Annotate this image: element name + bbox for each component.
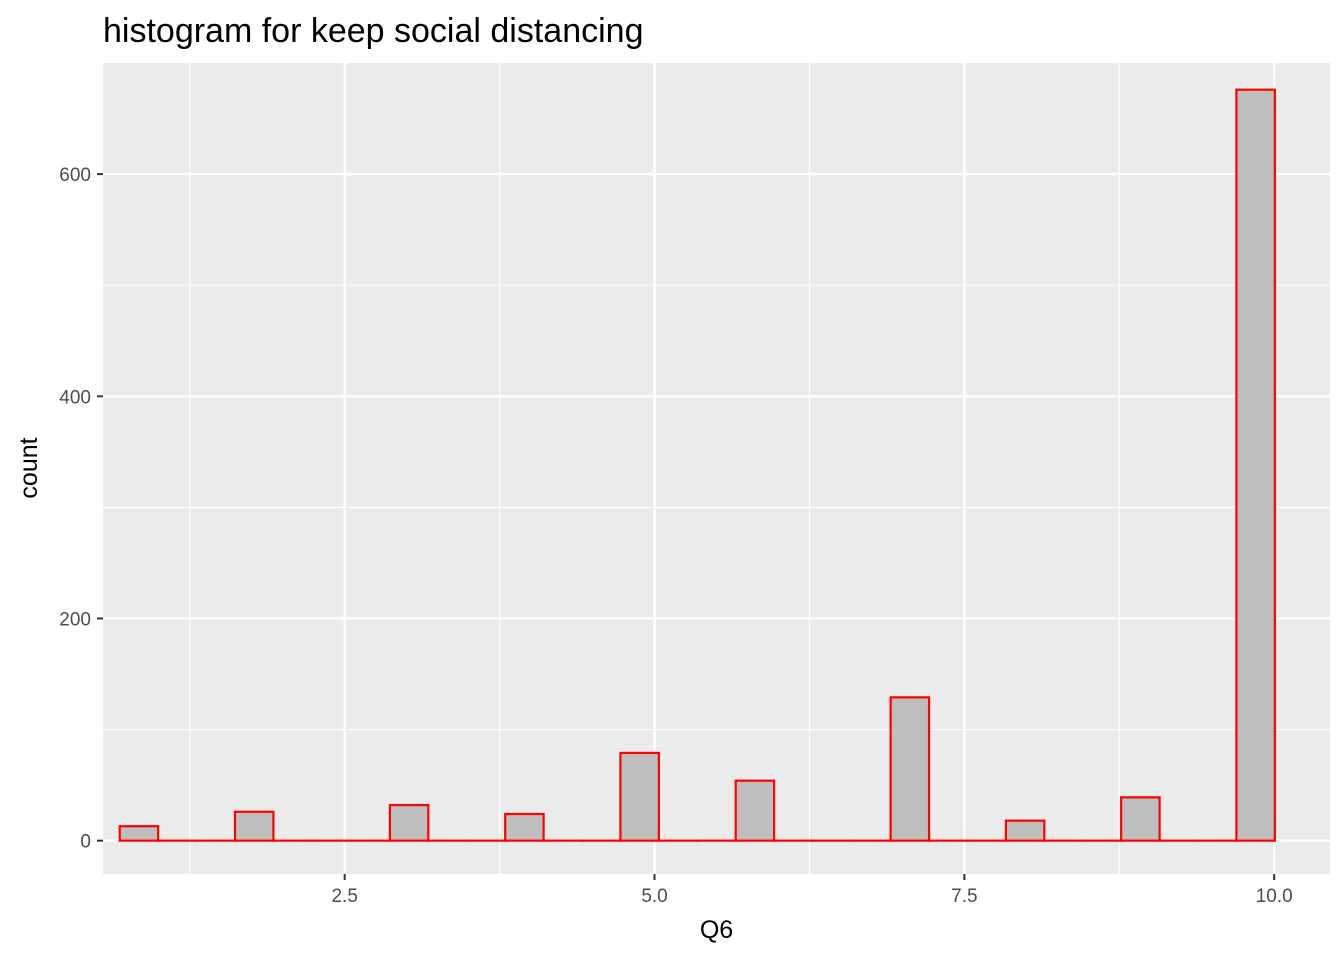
x-tick-label: 2.5 [331, 886, 357, 907]
axis-ticks: 2.5 5.0 7.5 10.0 0 200 400 600 [59, 165, 1292, 907]
chart-title: histogram for keep social distancing [103, 12, 644, 50]
histogram-bar [118, 825, 160, 842]
histogram-bar [619, 751, 660, 842]
x-tick-label: 10.0 [1256, 886, 1293, 907]
x-tick-label: 7.5 [951, 886, 977, 907]
histogram-bar [388, 804, 430, 842]
y-tick-label: 200 [59, 609, 91, 630]
histogram-bar [233, 810, 275, 842]
y-tick-label: 0 [80, 832, 91, 853]
x-axis-title: Q6 [700, 916, 733, 944]
histogram-bar [504, 812, 545, 842]
grid-lines [103, 63, 1330, 874]
x-tick-label: 5.0 [641, 886, 667, 907]
histogram-bar [1120, 796, 1161, 842]
histogram-bar [1004, 819, 1046, 842]
plot-panel [103, 63, 1330, 874]
y-tick-label: 600 [59, 165, 91, 186]
y-tick-label: 400 [59, 387, 91, 408]
histogram-bar [889, 696, 931, 842]
histogram-bars [118, 88, 1276, 842]
histogram-bar [734, 779, 776, 842]
histogram-bar [1235, 88, 1276, 842]
y-axis-title: count [15, 437, 43, 498]
